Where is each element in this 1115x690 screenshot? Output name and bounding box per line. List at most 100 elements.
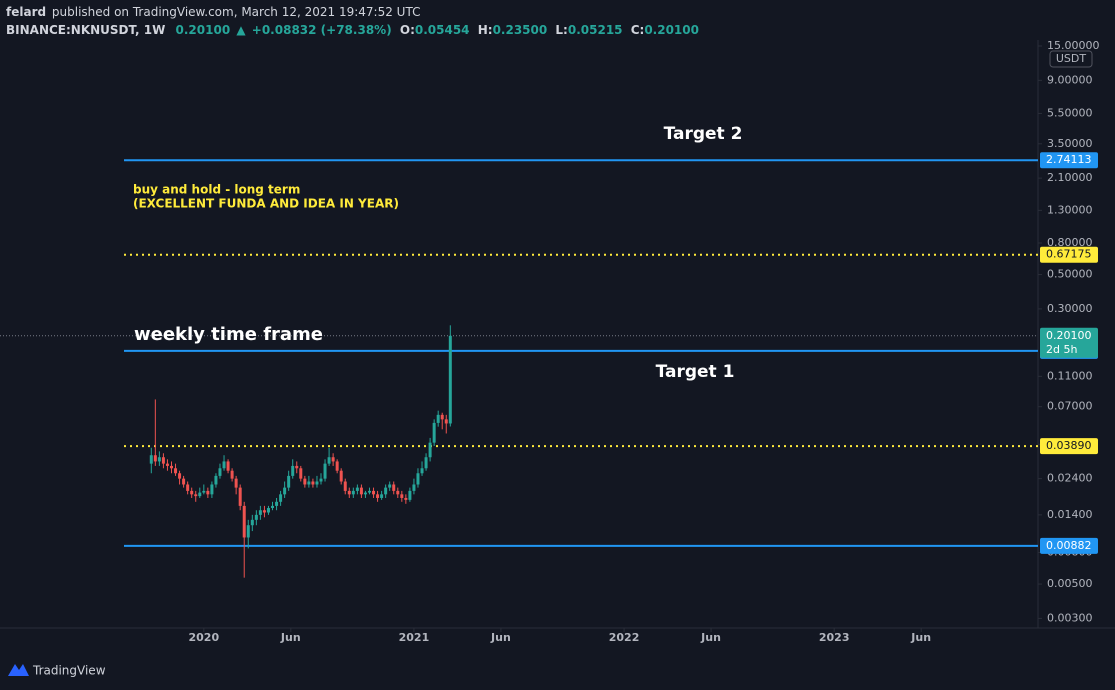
candle <box>355 484 359 495</box>
candle <box>238 484 242 511</box>
candle-body <box>238 487 242 506</box>
candle-body <box>303 478 307 485</box>
candle-body <box>323 463 327 479</box>
candle <box>254 510 258 526</box>
candle-body <box>355 487 359 491</box>
candle <box>307 475 311 488</box>
candle <box>416 468 420 488</box>
annotation: Target 2 <box>664 124 743 144</box>
candle-body <box>408 490 412 500</box>
y-tick-label: 0.11000 <box>1047 369 1093 382</box>
y-tick-label: 5.50000 <box>1047 106 1093 119</box>
candle-body <box>275 501 279 506</box>
candle <box>376 490 380 502</box>
candle-body <box>266 508 270 513</box>
candle-body <box>194 494 198 497</box>
ohlc-value: 0.05215 <box>568 23 623 37</box>
candle-body <box>287 475 291 488</box>
y-unit: USDT <box>1056 52 1087 65</box>
candle-body <box>153 455 157 462</box>
candle-body <box>380 494 384 498</box>
annotation: (EXCELLENT FUNDA AND IDEA IN YEAR) <box>133 197 399 211</box>
y-tick-label: 9.00000 <box>1047 73 1093 86</box>
y-tick-label: 1.30000 <box>1047 203 1093 216</box>
y-tick-label: 0.50000 <box>1047 268 1093 281</box>
candle <box>218 463 222 479</box>
publisher: felard <box>6 5 46 19</box>
candle <box>384 484 388 498</box>
ohlc-key: H: <box>478 23 493 37</box>
change: +0.08832 (+78.38%) <box>252 23 392 37</box>
candle-body <box>182 478 186 485</box>
ohlc-value: 0.23500 <box>493 23 548 37</box>
price-box-label: 0.00882 <box>1046 539 1092 552</box>
y-tick-label: 0.02400 <box>1047 472 1093 485</box>
candle-body <box>444 419 448 424</box>
x-tick-label: 2023 <box>819 631 850 644</box>
candle-body <box>254 514 258 520</box>
candle-body <box>367 490 371 493</box>
x-tick-label: Jun <box>490 631 511 644</box>
candle <box>210 481 214 498</box>
plot-area: 15.00000 9.00000 5.50000 3.50000 2.10000 1.30… <box>0 39 1100 624</box>
candle-body <box>283 487 287 495</box>
candle-body <box>262 510 266 513</box>
unit-box <box>1049 50 1093 68</box>
candle <box>271 501 275 511</box>
candle <box>323 459 327 482</box>
price-box <box>1040 537 1098 554</box>
symbol-line: BINANCE:NKNUSDT, 1W 0.20100 ▲ +0.08832 (… <box>6 23 699 37</box>
ohlc-key: O: <box>400 23 415 37</box>
change-arrow: ▲ <box>236 23 246 37</box>
price-box <box>1040 152 1098 169</box>
candle <box>347 487 351 498</box>
candle <box>372 487 376 498</box>
candle-body <box>174 468 178 474</box>
candle <box>428 437 432 462</box>
candle-body <box>246 525 250 538</box>
candle <box>250 514 254 532</box>
candle <box>339 468 343 485</box>
candle-body <box>347 490 351 495</box>
candle <box>291 459 295 479</box>
y-tick-label: 0.80000 <box>1047 236 1093 249</box>
candle <box>266 505 270 515</box>
candle-body <box>388 484 392 488</box>
candle-body <box>359 487 363 495</box>
candle <box>174 463 178 476</box>
candle-body <box>234 478 238 488</box>
candle-body <box>291 465 295 476</box>
candle <box>214 473 218 488</box>
brand-name: TradingView <box>32 664 106 678</box>
candle <box>186 481 190 495</box>
candle <box>343 478 347 495</box>
candle <box>380 490 384 500</box>
candle <box>275 497 279 511</box>
candle-body <box>432 422 436 443</box>
candle-body <box>149 455 153 464</box>
candle <box>448 325 452 427</box>
candle <box>436 410 440 427</box>
candle <box>165 459 169 471</box>
candle <box>287 470 291 491</box>
candle <box>444 414 448 434</box>
x-tick-label: 2022 <box>609 631 640 644</box>
y-tick-label: 15.00000 <box>1047 39 1100 52</box>
candle <box>420 461 424 476</box>
candle <box>404 494 408 504</box>
candle <box>400 490 404 502</box>
candle-body <box>372 490 376 495</box>
candle-body <box>222 461 226 469</box>
candle <box>335 459 339 474</box>
y-tick-label: 0.01400 <box>1047 508 1093 521</box>
candle <box>440 412 444 430</box>
ohlc-value: 0.20100 <box>644 23 699 37</box>
price-box-label: 2.74113 <box>1046 153 1092 166</box>
candle <box>359 484 363 498</box>
candle <box>311 478 315 488</box>
candle-body <box>206 490 210 495</box>
candle-body <box>230 470 234 479</box>
candle <box>315 475 319 488</box>
candle-body <box>161 457 165 464</box>
